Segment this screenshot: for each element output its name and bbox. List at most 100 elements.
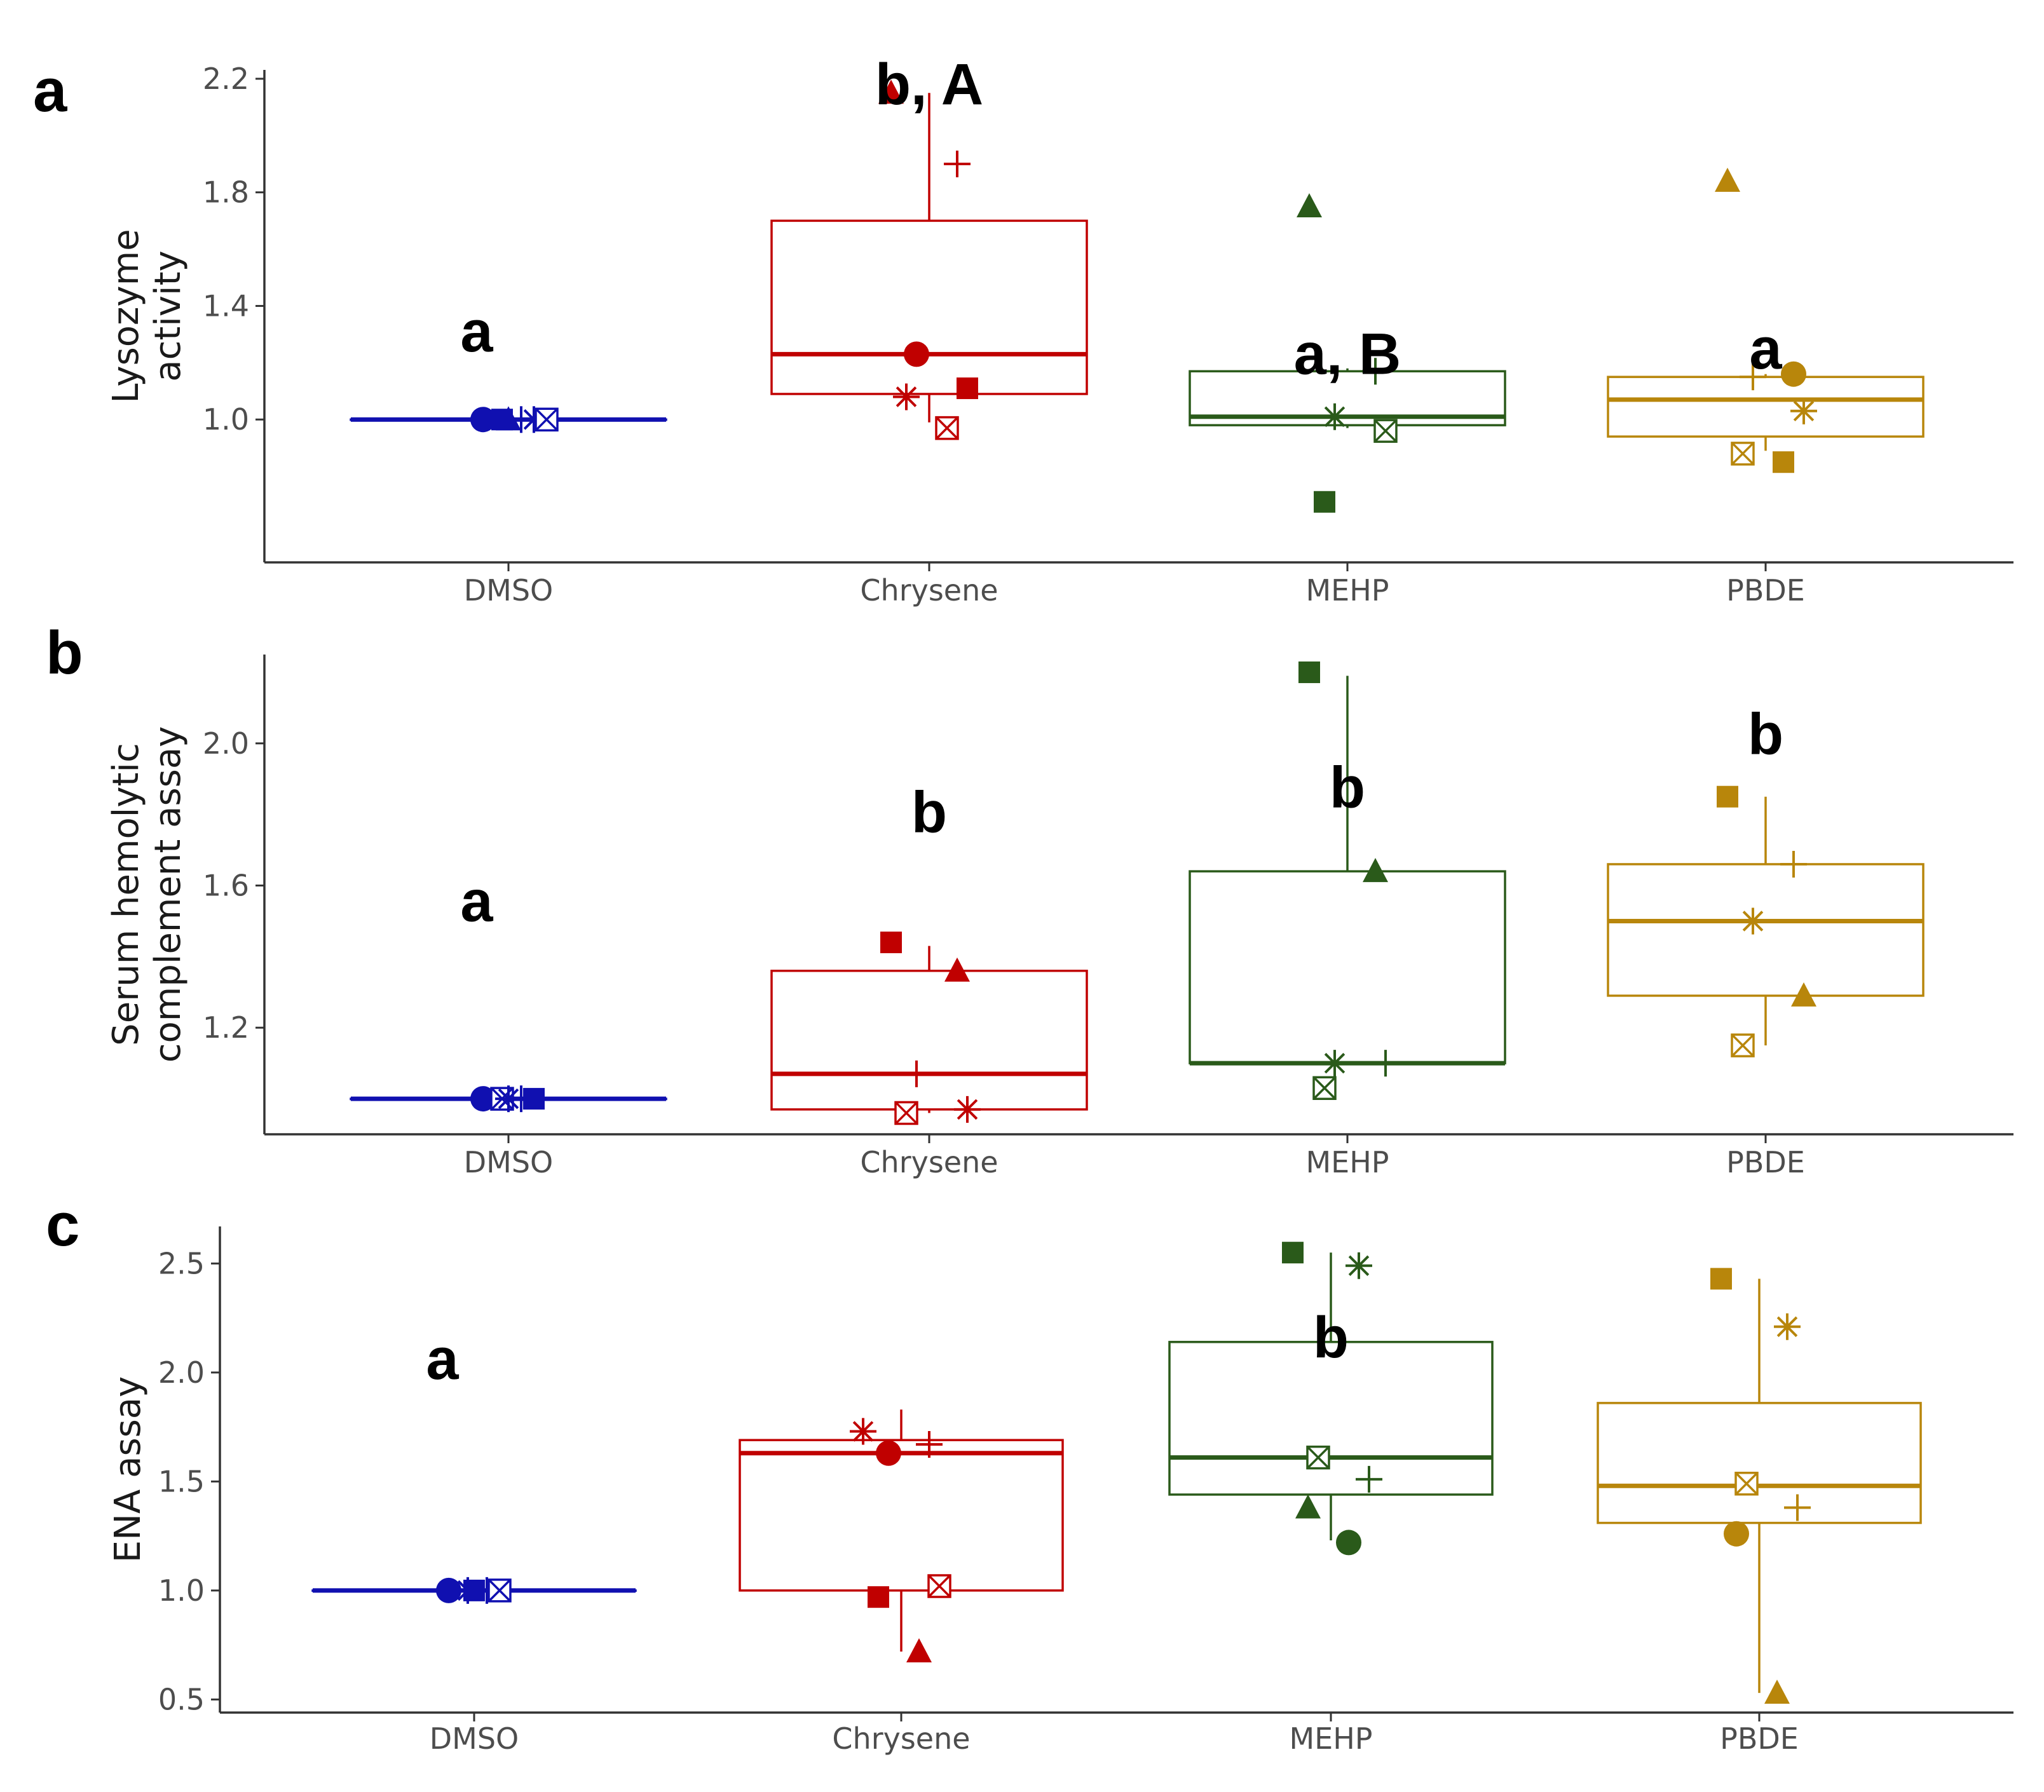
data-point [1373, 419, 1398, 443]
data-point [944, 151, 971, 177]
data-point [1734, 1472, 1759, 1496]
data-point [1710, 1268, 1732, 1290]
x-tick-label: Chrysene [860, 573, 998, 608]
group-dmso: DMSO a [311, 1327, 637, 1756]
data-point [927, 1574, 951, 1598]
data-point [463, 1579, 485, 1601]
y-tick-label: 1.2 [203, 1010, 249, 1045]
y-tick-label: 1.6 [203, 869, 249, 903]
group-chrysene: Chrysene [739, 1409, 1064, 1756]
y-tick-label: 0.5 [158, 1682, 205, 1716]
data-point [1717, 785, 1738, 808]
data-point [893, 383, 920, 411]
group-pbde: PBDE b [1607, 702, 1925, 1179]
data-point [878, 79, 904, 104]
data-point [1321, 1050, 1348, 1077]
box [739, 1439, 1064, 1592]
x-tick-label: MEHP [1305, 573, 1389, 608]
significance-label: b, A [875, 52, 983, 117]
data-point [1784, 1494, 1811, 1521]
data-point [1791, 982, 1816, 1007]
data-point [523, 1088, 545, 1110]
x-tick-label: DMSO [430, 1721, 519, 1756]
data-point [1740, 363, 1766, 391]
data-point [436, 1577, 461, 1603]
box [1597, 1402, 1922, 1524]
data-point [868, 1586, 889, 1608]
x-tick-label: PBDE [1720, 1721, 1799, 1756]
data-point [944, 957, 970, 982]
data-point [1282, 1242, 1304, 1264]
x-tick-label: PBDE [1726, 1145, 1805, 1179]
data-point [1731, 1033, 1755, 1057]
data-point [894, 1101, 918, 1125]
data-point [904, 341, 929, 367]
data-point [1356, 1465, 1382, 1493]
x-tick-label: MEHP [1289, 1721, 1372, 1756]
y-tick-label: 2.0 [158, 1355, 205, 1390]
data-point [1774, 1313, 1801, 1340]
data-point [1298, 661, 1320, 683]
group-dmso: DMSO a [350, 299, 667, 608]
data-point [1336, 1530, 1361, 1556]
y-tick-label: 2.5 [158, 1246, 205, 1280]
data-point [1314, 491, 1335, 513]
chart-panel-a: 1.0 1.4 1.8 2.2 Lysozyme activity a DMSO a Chryse… [33, 52, 2013, 608]
data-point [1780, 850, 1807, 878]
data-point [1372, 1050, 1399, 1077]
data-point [495, 1085, 522, 1113]
panel-label: b [46, 619, 83, 687]
y-axis-title: complement assay [147, 726, 189, 1063]
y-tick-label: 1.5 [158, 1464, 205, 1498]
data-point [880, 932, 902, 953]
box [1607, 376, 1925, 438]
group-mehp: MEHP b [1168, 1242, 1494, 1756]
x-tick-label: Chrysene [832, 1721, 970, 1756]
data-point [916, 1431, 943, 1458]
y-axis-title: Serum hemolytic [106, 743, 147, 1046]
significance-label: a [426, 1327, 459, 1392]
data-point [1715, 167, 1740, 192]
data-point [1346, 1252, 1372, 1279]
y-axis-title: activity [147, 250, 189, 381]
data-point [470, 1086, 496, 1112]
data-point [957, 377, 978, 400]
data-point [1773, 451, 1794, 473]
x-tick-label: DMSO [464, 1145, 554, 1179]
box [1168, 1341, 1494, 1496]
data-point [850, 1418, 876, 1445]
y-tick-label: 2.2 [203, 62, 249, 96]
chart-panel-b: 1.2 1.6 2.0 Serum hemolytic complement assay… [46, 619, 2013, 1179]
significance-label: a [1749, 316, 1782, 381]
data-point [1724, 1521, 1749, 1547]
significance-label: b [1313, 1305, 1349, 1370]
data-point [935, 416, 959, 440]
group-dmso: DMSO a [350, 869, 667, 1179]
data-point [1790, 397, 1817, 424]
significance-label: b [1748, 702, 1783, 767]
data-point [903, 1060, 930, 1087]
data-point [1321, 403, 1348, 430]
y-tick-label: 2.0 [203, 726, 249, 761]
box [770, 219, 1088, 395]
significance-label: b [911, 780, 947, 845]
y-tick-label: 1.0 [203, 402, 249, 437]
data-point [1295, 1494, 1321, 1519]
group-pbde: PBDE a [1607, 167, 1925, 608]
data-point [1306, 1445, 1330, 1470]
group-mehp: MEHP b [1189, 661, 1506, 1179]
data-point [521, 406, 547, 433]
data-point [876, 1440, 901, 1466]
significance-label: a [460, 869, 493, 933]
x-tick-label: PBDE [1726, 573, 1805, 608]
data-point [1297, 193, 1322, 218]
data-point [1362, 358, 1389, 385]
data-point [535, 407, 559, 431]
data-point [1764, 1680, 1790, 1704]
group-chrysene: Chrysene b [770, 780, 1088, 1179]
box [1189, 370, 1506, 426]
y-tick-label: 1.8 [203, 175, 249, 210]
chart-panel-c: 0.5 1.0 1.5 2.0 2.5 ENA assay c DMSO a Chrysene ME… [46, 1191, 2013, 1756]
data-point [1363, 858, 1388, 883]
panel-label: a [33, 57, 67, 125]
